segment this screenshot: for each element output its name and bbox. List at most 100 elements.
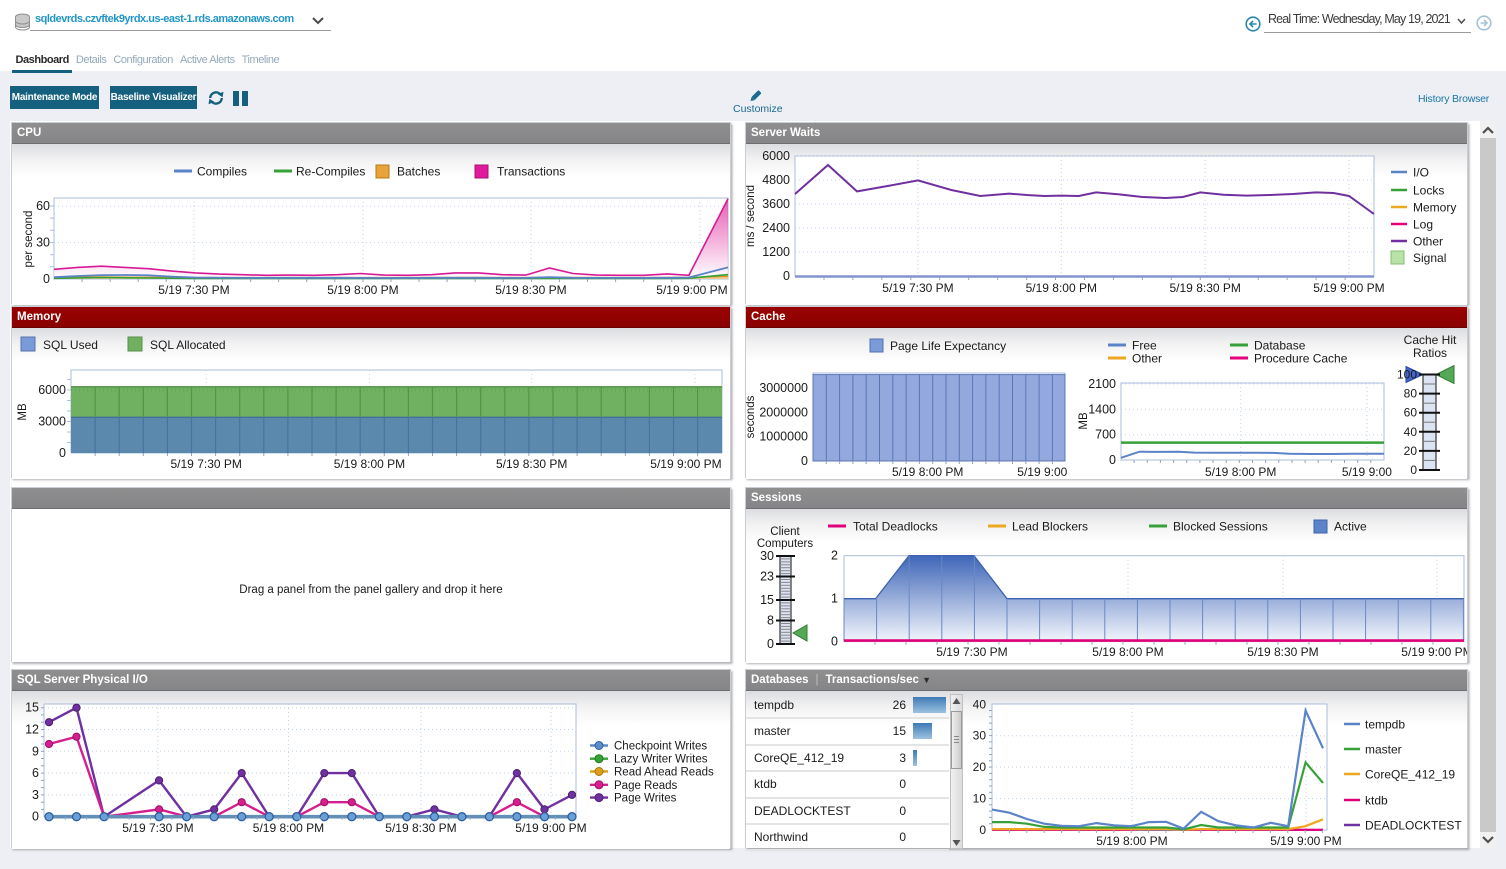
svg-text:700: 700 bbox=[1095, 428, 1116, 442]
svg-text:20: 20 bbox=[1404, 444, 1418, 458]
svg-text:0: 0 bbox=[32, 810, 39, 824]
svg-text:40: 40 bbox=[973, 697, 987, 711]
svg-text:5/19 8:00 PM: 5/19 8:00 PM bbox=[1026, 281, 1097, 295]
svg-text:I/O: I/O bbox=[1413, 166, 1429, 180]
svg-text:Lead Blockers: Lead Blockers bbox=[1012, 520, 1088, 534]
svg-text:Active: Active bbox=[1334, 520, 1367, 534]
svg-text:seconds: seconds bbox=[746, 395, 757, 438]
svg-text:Batches: Batches bbox=[397, 165, 440, 179]
svg-text:0: 0 bbox=[1109, 453, 1116, 467]
svg-text:1200: 1200 bbox=[762, 245, 790, 259]
svg-text:5/19 9:00 PM: 5/19 9:00 PM bbox=[515, 821, 586, 835]
svg-text:CoreQE_412_19: CoreQE_412_19 bbox=[1365, 768, 1455, 782]
svg-text:Free: Free bbox=[1132, 339, 1157, 353]
svg-text:3600: 3600 bbox=[762, 197, 790, 211]
svg-text:tempdb: tempdb bbox=[1365, 718, 1405, 732]
svg-text:0: 0 bbox=[767, 637, 774, 651]
svg-text:60: 60 bbox=[36, 199, 50, 213]
svg-text:3: 3 bbox=[32, 788, 39, 802]
svg-text:12: 12 bbox=[25, 723, 39, 737]
svg-text:5/19 8:00 PM: 5/19 8:00 PM bbox=[1096, 834, 1167, 848]
svg-text:5/19 9:00 PM: 5/19 9:00 PM bbox=[1270, 834, 1341, 848]
svg-text:Signal: Signal bbox=[1413, 251, 1446, 265]
svg-text:MB: MB bbox=[17, 403, 29, 421]
svg-text:0: 0 bbox=[783, 269, 790, 283]
svg-text:23: 23 bbox=[760, 570, 774, 584]
svg-text:0: 0 bbox=[831, 635, 838, 649]
svg-text:5/19 8:00 PM: 5/19 8:00 PM bbox=[334, 457, 405, 471]
svg-text:30: 30 bbox=[36, 236, 50, 250]
svg-text:5/19 9:00 PM: 5/19 9:00 PM bbox=[1401, 645, 1467, 659]
svg-text:5/19 8:00 PM: 5/19 8:00 PM bbox=[892, 465, 963, 478]
svg-text:Procedure Cache: Procedure Cache bbox=[1254, 352, 1348, 366]
svg-text:Transactions: Transactions bbox=[497, 165, 565, 179]
svg-text:Checkpoint Writes: Checkpoint Writes bbox=[614, 741, 707, 753]
svg-text:Compiles: Compiles bbox=[197, 165, 247, 179]
svg-text:5/19 9:00: 5/19 9:00 bbox=[1342, 465, 1392, 478]
svg-text:per second: per second bbox=[23, 211, 35, 268]
svg-text:5/19 9:00 PM: 5/19 9:00 PM bbox=[656, 283, 727, 297]
svg-text:8: 8 bbox=[767, 614, 774, 628]
svg-text:80: 80 bbox=[1404, 387, 1418, 401]
svg-text:Locks: Locks bbox=[1413, 184, 1444, 198]
svg-text:0: 0 bbox=[1410, 463, 1417, 477]
svg-text:2100: 2100 bbox=[1088, 377, 1116, 391]
svg-text:6: 6 bbox=[32, 766, 39, 780]
svg-text:1: 1 bbox=[831, 592, 838, 606]
svg-text:5/19 7:30 PM: 5/19 7:30 PM bbox=[882, 281, 953, 295]
svg-text:3000000: 3000000 bbox=[759, 381, 808, 395]
svg-text:15: 15 bbox=[760, 593, 774, 607]
svg-text:Client: Client bbox=[770, 526, 800, 538]
svg-text:5/19 9:00 PM: 5/19 9:00 PM bbox=[1313, 281, 1384, 295]
svg-text:30: 30 bbox=[760, 549, 774, 563]
svg-text:5/19 8:30 PM: 5/19 8:30 PM bbox=[1247, 645, 1318, 659]
svg-text:0: 0 bbox=[59, 446, 66, 460]
svg-text:DEADLOCKTEST: DEADLOCKTEST bbox=[1365, 819, 1462, 833]
svg-text:5/19 8:30 PM: 5/19 8:30 PM bbox=[385, 821, 456, 835]
svg-text:Ratios: Ratios bbox=[1413, 346, 1447, 360]
svg-text:5/19 9:00 PM: 5/19 9:00 PM bbox=[650, 457, 721, 471]
svg-text:30: 30 bbox=[973, 729, 987, 743]
svg-text:5/19 9:00: 5/19 9:00 bbox=[1017, 465, 1067, 478]
svg-text:1400: 1400 bbox=[1088, 402, 1116, 416]
svg-text:40: 40 bbox=[1404, 425, 1418, 439]
svg-text:Other: Other bbox=[1132, 352, 1162, 366]
svg-text:3000: 3000 bbox=[38, 415, 66, 429]
svg-text:Page Reads: Page Reads bbox=[614, 780, 678, 792]
svg-text:20: 20 bbox=[973, 760, 987, 774]
svg-text:ktdb: ktdb bbox=[1365, 794, 1388, 808]
svg-text:Lazy Writer Writes: Lazy Writer Writes bbox=[614, 754, 708, 766]
svg-text:9: 9 bbox=[32, 744, 39, 758]
svg-text:5/19 8:30 PM: 5/19 8:30 PM bbox=[1170, 281, 1241, 295]
svg-text:6000: 6000 bbox=[762, 149, 790, 163]
svg-text:Log: Log bbox=[1413, 218, 1433, 232]
svg-text:5/19 8:00 PM: 5/19 8:00 PM bbox=[1205, 465, 1276, 478]
svg-text:ms / second: ms / second bbox=[746, 185, 757, 247]
svg-text:Blocked Sessions: Blocked Sessions bbox=[1173, 520, 1268, 534]
svg-text:Total Deadlocks: Total Deadlocks bbox=[853, 520, 938, 534]
svg-text:2400: 2400 bbox=[762, 221, 790, 235]
svg-text:5/19 8:30 PM: 5/19 8:30 PM bbox=[495, 283, 566, 297]
svg-text:SQL Allocated: SQL Allocated bbox=[150, 338, 226, 352]
svg-text:2: 2 bbox=[831, 549, 838, 563]
svg-text:Memory: Memory bbox=[1413, 201, 1456, 215]
svg-text:5/19 8:00 PM: 5/19 8:00 PM bbox=[327, 283, 398, 297]
svg-text:100: 100 bbox=[1397, 368, 1417, 382]
svg-text:0: 0 bbox=[801, 454, 808, 468]
svg-text:Read Ahead Reads: Read Ahead Reads bbox=[614, 767, 714, 779]
svg-text:MB: MB bbox=[1078, 412, 1090, 430]
svg-text:5/19 7:30 PM: 5/19 7:30 PM bbox=[936, 645, 1007, 659]
svg-text:5/19 7:30 PM: 5/19 7:30 PM bbox=[171, 457, 242, 471]
svg-text:6000: 6000 bbox=[38, 383, 66, 397]
svg-text:4800: 4800 bbox=[762, 173, 790, 187]
svg-text:5/19 7:30 PM: 5/19 7:30 PM bbox=[122, 821, 193, 835]
svg-text:15: 15 bbox=[25, 701, 39, 715]
svg-text:Page Life Expectancy: Page Life Expectancy bbox=[890, 339, 1006, 353]
svg-text:1000000: 1000000 bbox=[759, 430, 808, 444]
svg-text:Cache Hit: Cache Hit bbox=[1404, 333, 1457, 347]
svg-text:2000000: 2000000 bbox=[759, 405, 808, 419]
svg-text:SQL Used: SQL Used bbox=[43, 338, 98, 352]
svg-text:0: 0 bbox=[43, 272, 50, 286]
svg-text:0: 0 bbox=[979, 823, 986, 837]
svg-text:Page Writes: Page Writes bbox=[614, 793, 677, 805]
